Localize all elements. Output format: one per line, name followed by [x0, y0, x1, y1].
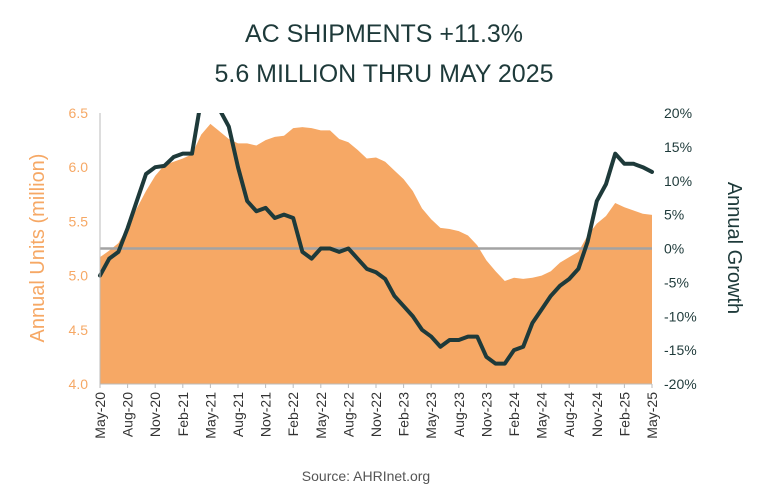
y-left-tick-label: 5.0: [69, 268, 89, 284]
y-right-tick-label: 5%: [664, 207, 684, 223]
plot-area: 4.0 4.5 5.0 5.5 6.0 6.5 -20% -15% -10% -5% 0% 5% 10%…: [69, 105, 697, 439]
x-tick-label: May-20: [92, 392, 108, 439]
x-tick-label: Nov-23: [478, 392, 494, 437]
x-tick-label: Nov-24: [589, 392, 605, 437]
y-right-tick-label: 15%: [664, 139, 692, 155]
x-tick-label: May-25: [644, 392, 660, 439]
y-axis-left-label: Annual Units (million): [27, 154, 49, 343]
source-note: Source: AHRInet.org: [302, 468, 430, 484]
x-tick-label: Feb-23: [396, 392, 412, 437]
x-tick-label: Feb-24: [506, 392, 522, 437]
y-left-tick-label: 6.0: [69, 159, 89, 175]
y-right-tick-label: 20%: [664, 105, 692, 121]
x-tick-label: Aug-21: [230, 392, 246, 437]
x-tick-label: Aug-20: [120, 392, 136, 437]
y-left-tick-label: 4.5: [69, 322, 89, 338]
y-right-tick-label: -15%: [664, 342, 697, 358]
line-series-annual-growth: [98, 113, 654, 366]
x-tick-label: Feb-21: [175, 392, 191, 437]
y-left-tick-label: 5.5: [69, 213, 89, 229]
y-left-tick-label: 6.5: [69, 105, 89, 121]
y-right-tick-label: 10%: [664, 173, 692, 189]
chart-title-line1: AC SHIPMENTS +11.3%: [245, 20, 523, 48]
area-series-annual-units: [100, 123, 652, 384]
x-tick-label: Feb-22: [285, 392, 301, 437]
x-tick-label: Nov-21: [258, 392, 274, 437]
x-tick-label: May-21: [202, 392, 218, 439]
y-left-tick-label: 4.0: [69, 376, 89, 392]
x-tick-label: Feb-25: [616, 392, 632, 437]
chart-title-line2: 5.6 MILLION THRU MAY 2025: [214, 60, 553, 88]
x-tick-label: Aug-24: [561, 392, 577, 437]
x-tick-label: May-22: [313, 392, 329, 439]
x-tick-label: May-23: [423, 392, 439, 439]
x-tick-label: Nov-20: [147, 392, 163, 437]
x-tick-label: May-24: [534, 392, 550, 439]
y-right-tick-label: 0%: [664, 241, 684, 257]
y-right-tick-label: -10%: [664, 308, 697, 324]
y-right-tick-label: -20%: [664, 376, 697, 392]
y-right-tick-label: -5%: [664, 274, 689, 290]
x-tick-label: Aug-23: [451, 392, 467, 437]
y-axis-right-label: Annual Growth: [723, 182, 745, 314]
x-tick-label: Aug-22: [340, 392, 356, 437]
x-tick-label: Nov-22: [368, 392, 384, 437]
